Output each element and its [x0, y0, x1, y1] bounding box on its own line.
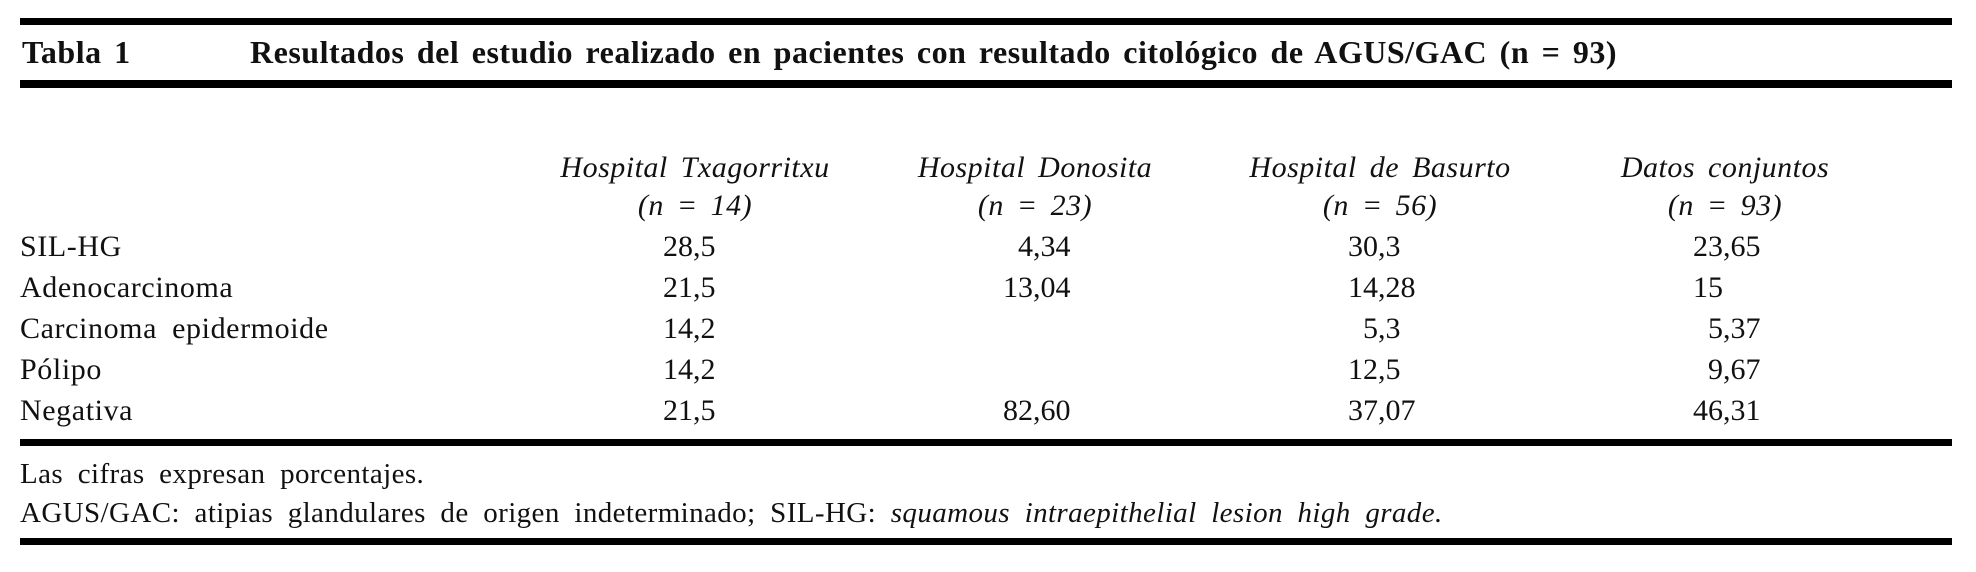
cell-value: 21,5 — [525, 267, 865, 308]
table-row: Adenocarcinoma 21,5 13,04 14,28 15 — [20, 267, 1952, 308]
cell-value: 14,2 — [525, 308, 865, 349]
column-name: Datos conjuntos — [1620, 151, 1830, 184]
row-spacer — [1895, 308, 1952, 349]
table-title: Resultados del estudio realizado en paci… — [250, 34, 1617, 70]
header-spacer-cell — [1895, 95, 1952, 226]
decimal-number: 9,67 — [1708, 353, 1761, 386]
decimal-number: 23,65 — [1693, 230, 1761, 263]
decimal-number: 21,5 — [663, 394, 716, 427]
decimal-number: 13,04 — [1003, 271, 1071, 304]
decimal-number: 12,5 — [1348, 353, 1401, 386]
rule-top — [20, 18, 1952, 25]
cell-value: 23,65 — [1555, 226, 1895, 267]
column-header-basurto: Hospital de Basurto (n = 56) — [1205, 95, 1555, 226]
header-empty-cell — [20, 95, 525, 226]
decimal-number: 37,07 — [1348, 394, 1416, 427]
cell-value: 5,37 — [1555, 308, 1895, 349]
cell-value: 5,3 — [1205, 308, 1555, 349]
cell-value: 21,5 — [525, 390, 865, 431]
table-row: Negativa 21,5 82,60 37,07 46,31 — [20, 390, 1952, 431]
cell-value: 15 — [1555, 267, 1895, 308]
cell-value: 13,04 — [865, 267, 1205, 308]
table-caption: Tabla 1 Resultados del estudio realizado… — [22, 34, 1952, 71]
row-label: SIL-HG — [20, 230, 122, 263]
column-name: Hospital Donosita — [917, 151, 1153, 184]
decimal-number: 14,2 — [663, 312, 716, 345]
decimal-number: 30,3 — [1348, 230, 1401, 263]
cell-value: 9,67 — [1555, 349, 1895, 390]
cell-value: 14,2 — [525, 349, 865, 390]
row-spacer — [1895, 349, 1952, 390]
cell-value — [865, 308, 1205, 349]
decimal-number: 14,2 — [663, 353, 716, 386]
table-row: SIL-HG 28,5 4,34 30,3 23,65 — [20, 226, 1952, 267]
decimal-number: 5,3 — [1363, 312, 1401, 345]
cell-value: 37,07 — [1205, 390, 1555, 431]
row-spacer — [1895, 267, 1952, 308]
cell-value: 30,3 — [1205, 226, 1555, 267]
row-spacer — [1895, 390, 1952, 431]
table-row: Carcinoma epidermoide 14,2 5,3 5,37 — [20, 308, 1952, 349]
decimal-number: 46,31 — [1693, 394, 1761, 427]
cell-value — [865, 349, 1205, 390]
table-body: SIL-HG 28,5 4,34 30,3 23,65 Adenocarcinoma 21,… — [20, 226, 1952, 431]
column-name: Hospital de Basurto — [1249, 151, 1511, 184]
cell-value: 14,28 — [1205, 267, 1555, 308]
header-row: Hospital Txagorritxu (n = 14) Hospital D… — [20, 95, 1952, 226]
column-n: (n = 23) — [977, 189, 1093, 222]
row-spacer — [1895, 226, 1952, 267]
row-label: Pólipo — [20, 353, 102, 386]
row-label: Carcinoma epidermoide — [20, 312, 329, 345]
footnote-abbreviations: AGUS/GAC: atipias glandulares de origen … — [20, 497, 1443, 530]
decimal-number: 5,37 — [1708, 312, 1761, 345]
column-name: Hospital Txagorritxu — [560, 151, 830, 184]
row-label: Negativa — [20, 394, 134, 427]
column-header-conjuntos: Datos conjuntos (n = 93) — [1555, 95, 1895, 226]
rule-bottom — [20, 538, 1952, 545]
cell-value: 46,31 — [1555, 390, 1895, 431]
cell-value: 82,60 — [865, 390, 1205, 431]
cell-value: 12,5 — [1205, 349, 1555, 390]
cell-value: 4,34 — [865, 226, 1205, 267]
row-label: Adenocarcinoma — [20, 271, 234, 304]
table-row: Pólipo 14,2 12,5 9,67 — [20, 349, 1952, 390]
decimal-number: 21,5 — [663, 271, 716, 304]
footnote-abbreviations-text: AGUS/GAC: atipias glandulares de origen … — [20, 497, 891, 529]
column-n: (n = 14) — [637, 189, 753, 222]
table-number-label: Tabla 1 — [22, 34, 131, 70]
column-header-donosita: Hospital Donosita (n = 23) — [865, 95, 1205, 226]
rule-above-footnotes — [20, 439, 1952, 446]
decimal-number: 14,28 — [1348, 271, 1416, 304]
decimal-number: 4,34 — [1018, 230, 1071, 263]
column-n: (n = 93) — [1667, 189, 1783, 222]
footnote-percentages: Las cifras expresan porcentajes. — [20, 458, 425, 490]
decimal-number: 28,5 — [663, 230, 716, 263]
rule-below-caption — [20, 80, 1952, 88]
column-n: (n = 56) — [1322, 189, 1438, 222]
decimal-number: 15 — [1693, 271, 1723, 304]
cell-value: 28,5 — [525, 226, 865, 267]
column-header-txagorritxu: Hospital Txagorritxu (n = 14) — [525, 95, 865, 226]
results-table: Hospital Txagorritxu (n = 14) Hospital D… — [20, 95, 1952, 431]
footnote-abbreviations-italic: squamous intraepithelial lesion high gra… — [890, 497, 1443, 529]
decimal-number: 82,60 — [1003, 394, 1071, 427]
